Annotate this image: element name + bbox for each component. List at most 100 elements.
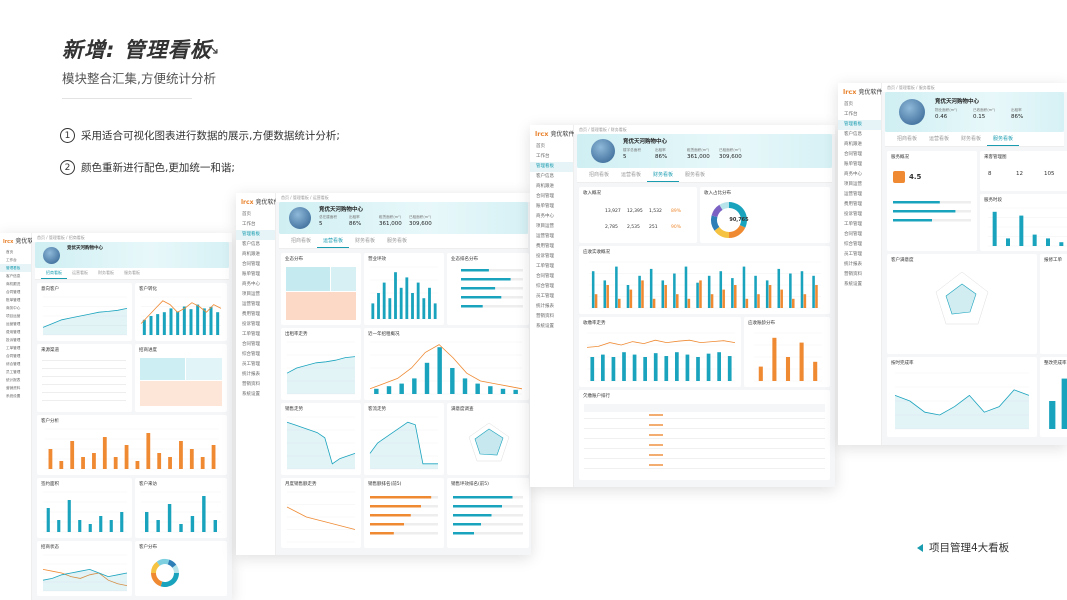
sidebar-item[interactable]: 系统设置 bbox=[6, 394, 21, 398]
sidebar-item[interactable]: 首页 bbox=[536, 144, 545, 149]
sidebar-item[interactable]: 客户信息 bbox=[536, 174, 554, 179]
sidebar-item[interactable]: 统计报表 bbox=[536, 304, 554, 309]
sidebar-item[interactable]: 费用管理 bbox=[242, 312, 260, 317]
sidebar-item[interactable]: 账单管理 bbox=[844, 162, 862, 167]
sidebar-item[interactable]: 投诉管理 bbox=[536, 254, 554, 259]
sidebar-item[interactable]: 统计报表 bbox=[6, 378, 21, 382]
chart-bar bbox=[626, 285, 630, 308]
sidebar-item[interactable]: 合同管理 bbox=[6, 354, 21, 358]
sidebar-item[interactable]: 商机跟进 bbox=[242, 252, 260, 257]
sidebar-item[interactable]: 投诉管理 bbox=[844, 212, 862, 217]
tab-2[interactable]: 财务看板 bbox=[98, 270, 114, 275]
sidebar-item[interactable]: 费用管理 bbox=[844, 202, 862, 207]
chart-bar bbox=[179, 524, 183, 532]
tab-0[interactable]: 招商看板 bbox=[589, 172, 610, 178]
sidebar-item[interactable]: 合同管理 bbox=[536, 194, 554, 199]
sidebar-item[interactable]: 工单管理 bbox=[242, 332, 260, 337]
tab-2[interactable]: 财务看板 bbox=[355, 238, 376, 244]
sidebar-item[interactable]: 项目运营 bbox=[6, 314, 21, 318]
sidebar-item[interactable]: 投诉管理 bbox=[6, 338, 21, 342]
sidebar-item[interactable]: 合同管理 bbox=[242, 262, 260, 267]
tab-3[interactable]: 服务看板 bbox=[987, 132, 1020, 146]
stat-value: 309,600 bbox=[719, 154, 742, 160]
sidebar-item[interactable]: 系统设置 bbox=[844, 282, 862, 287]
sidebar-item[interactable]: 工作台 bbox=[6, 258, 17, 262]
sidebar-item[interactable]: 工单管理 bbox=[536, 264, 554, 269]
sidebar-item[interactable]: 工单管理 bbox=[844, 222, 862, 227]
income-value: 89% bbox=[671, 209, 682, 214]
sidebar-item[interactable]: 员工管理 bbox=[6, 370, 21, 374]
sidebar-item[interactable]: 合同管理 bbox=[6, 290, 21, 294]
sidebar-item[interactable]: 首页 bbox=[242, 212, 251, 217]
sidebar-item[interactable]: 系统设置 bbox=[242, 392, 260, 397]
tab-0[interactable]: 招商看板 bbox=[41, 268, 67, 279]
sidebar-item[interactable]: 首页 bbox=[844, 102, 853, 107]
sidebar-item[interactable]: 费用管理 bbox=[536, 244, 554, 249]
sidebar-item[interactable]: 统计报表 bbox=[844, 262, 862, 267]
tab-2[interactable]: 财务看板 bbox=[647, 168, 680, 182]
sidebar-item[interactable]: 营销资料 bbox=[242, 382, 260, 387]
sidebar-item[interactable]: 员工管理 bbox=[536, 294, 554, 299]
sidebar-item[interactable]: 投诉管理 bbox=[242, 322, 260, 327]
sidebar-item[interactable]: 运营管理 bbox=[242, 302, 260, 307]
sidebar-item[interactable]: 合同管理 bbox=[536, 274, 554, 279]
sidebar-item[interactable]: 综合管理 bbox=[536, 284, 554, 289]
sidebar-item[interactable]: 合同管理 bbox=[844, 232, 862, 237]
sidebar-item[interactable]: 合同管理 bbox=[844, 152, 862, 157]
sidebar-item[interactable]: 账单管理 bbox=[536, 204, 554, 209]
sidebar-item[interactable]: 管理看板 bbox=[530, 162, 573, 172]
sidebar-item[interactable]: 管理看板 bbox=[236, 230, 275, 240]
sidebar-item[interactable]: 账单管理 bbox=[242, 272, 260, 277]
sidebar-item[interactable]: 营销资料 bbox=[536, 314, 554, 319]
sidebar-item[interactable]: 合同管理 bbox=[242, 342, 260, 347]
sidebar-item[interactable]: 员工管理 bbox=[844, 252, 862, 257]
sidebar-item[interactable]: 商务中心 bbox=[6, 306, 21, 310]
sidebar-item[interactable]: 项目运营 bbox=[844, 182, 862, 187]
sidebar-item[interactable]: 客户信息 bbox=[242, 242, 260, 247]
sidebar-item[interactable]: 商机跟进 bbox=[6, 282, 21, 286]
chart-bar bbox=[453, 496, 513, 499]
sidebar-item[interactable]: 商务中心 bbox=[536, 214, 554, 219]
sidebar-item[interactable]: 账单管理 bbox=[6, 298, 21, 302]
sidebar-item[interactable]: 费用管理 bbox=[6, 330, 21, 334]
tab-0[interactable]: 招商看板 bbox=[291, 238, 312, 244]
tab-1[interactable]: 运营看板 bbox=[317, 234, 350, 248]
tab-3[interactable]: 服务看板 bbox=[685, 172, 706, 178]
sidebar-item[interactable]: 商务中心 bbox=[242, 282, 260, 287]
sidebar-item[interactable]: 工作台 bbox=[242, 222, 256, 227]
chart-bar bbox=[696, 282, 699, 308]
sidebar-item[interactable]: 员工管理 bbox=[242, 362, 260, 367]
tab-1[interactable]: 运营看板 bbox=[929, 136, 950, 142]
sidebar-item[interactable]: 工作台 bbox=[844, 112, 858, 117]
sidebar-item[interactable]: 商机跟进 bbox=[536, 184, 554, 189]
tab-2[interactable]: 财务看板 bbox=[961, 136, 982, 142]
sidebar-item[interactable]: 营销资料 bbox=[844, 272, 862, 277]
sidebar-item[interactable]: 运营管理 bbox=[6, 322, 21, 326]
tab-0[interactable]: 招商看板 bbox=[897, 136, 918, 142]
tab-3[interactable]: 服务看板 bbox=[387, 238, 408, 244]
sidebar-item[interactable]: 综合管理 bbox=[6, 362, 21, 366]
sidebar-item[interactable]: 商机跟进 bbox=[844, 142, 862, 147]
sidebar-item[interactable]: 商务中心 bbox=[844, 172, 862, 177]
sidebar-item[interactable]: 客户信息 bbox=[844, 132, 862, 137]
sidebar-item[interactable]: 项目运营 bbox=[536, 224, 554, 229]
sidebar-item[interactable]: 管理看板 bbox=[838, 120, 881, 130]
sidebar-item[interactable]: 工作台 bbox=[536, 154, 550, 159]
chart-bar bbox=[46, 508, 50, 532]
sidebar-item[interactable]: 系统设置 bbox=[536, 324, 554, 329]
sidebar-item[interactable]: 营销资料 bbox=[6, 386, 21, 390]
tab-1[interactable]: 运营看板 bbox=[621, 172, 642, 178]
sidebar-item[interactable]: 客户信息 bbox=[6, 274, 21, 278]
sidebar-item[interactable]: 项目运营 bbox=[242, 292, 260, 297]
sidebar-item[interactable]: 首页 bbox=[6, 250, 14, 254]
sidebar-item[interactable]: 运营管理 bbox=[844, 192, 862, 197]
tab-1[interactable]: 运营看板 bbox=[72, 270, 88, 275]
sidebar-item[interactable]: 综合管理 bbox=[844, 242, 862, 247]
sidebar-item[interactable]: 运营管理 bbox=[536, 234, 554, 239]
tab-3[interactable]: 服务看板 bbox=[124, 270, 140, 275]
sidebar-item[interactable]: 管理看板 bbox=[0, 264, 31, 272]
chart-bar bbox=[202, 496, 206, 532]
sidebar-item[interactable]: 综合管理 bbox=[242, 352, 260, 357]
sidebar-item[interactable]: 工单管理 bbox=[6, 346, 21, 350]
sidebar-item[interactable]: 统计报表 bbox=[242, 372, 260, 377]
